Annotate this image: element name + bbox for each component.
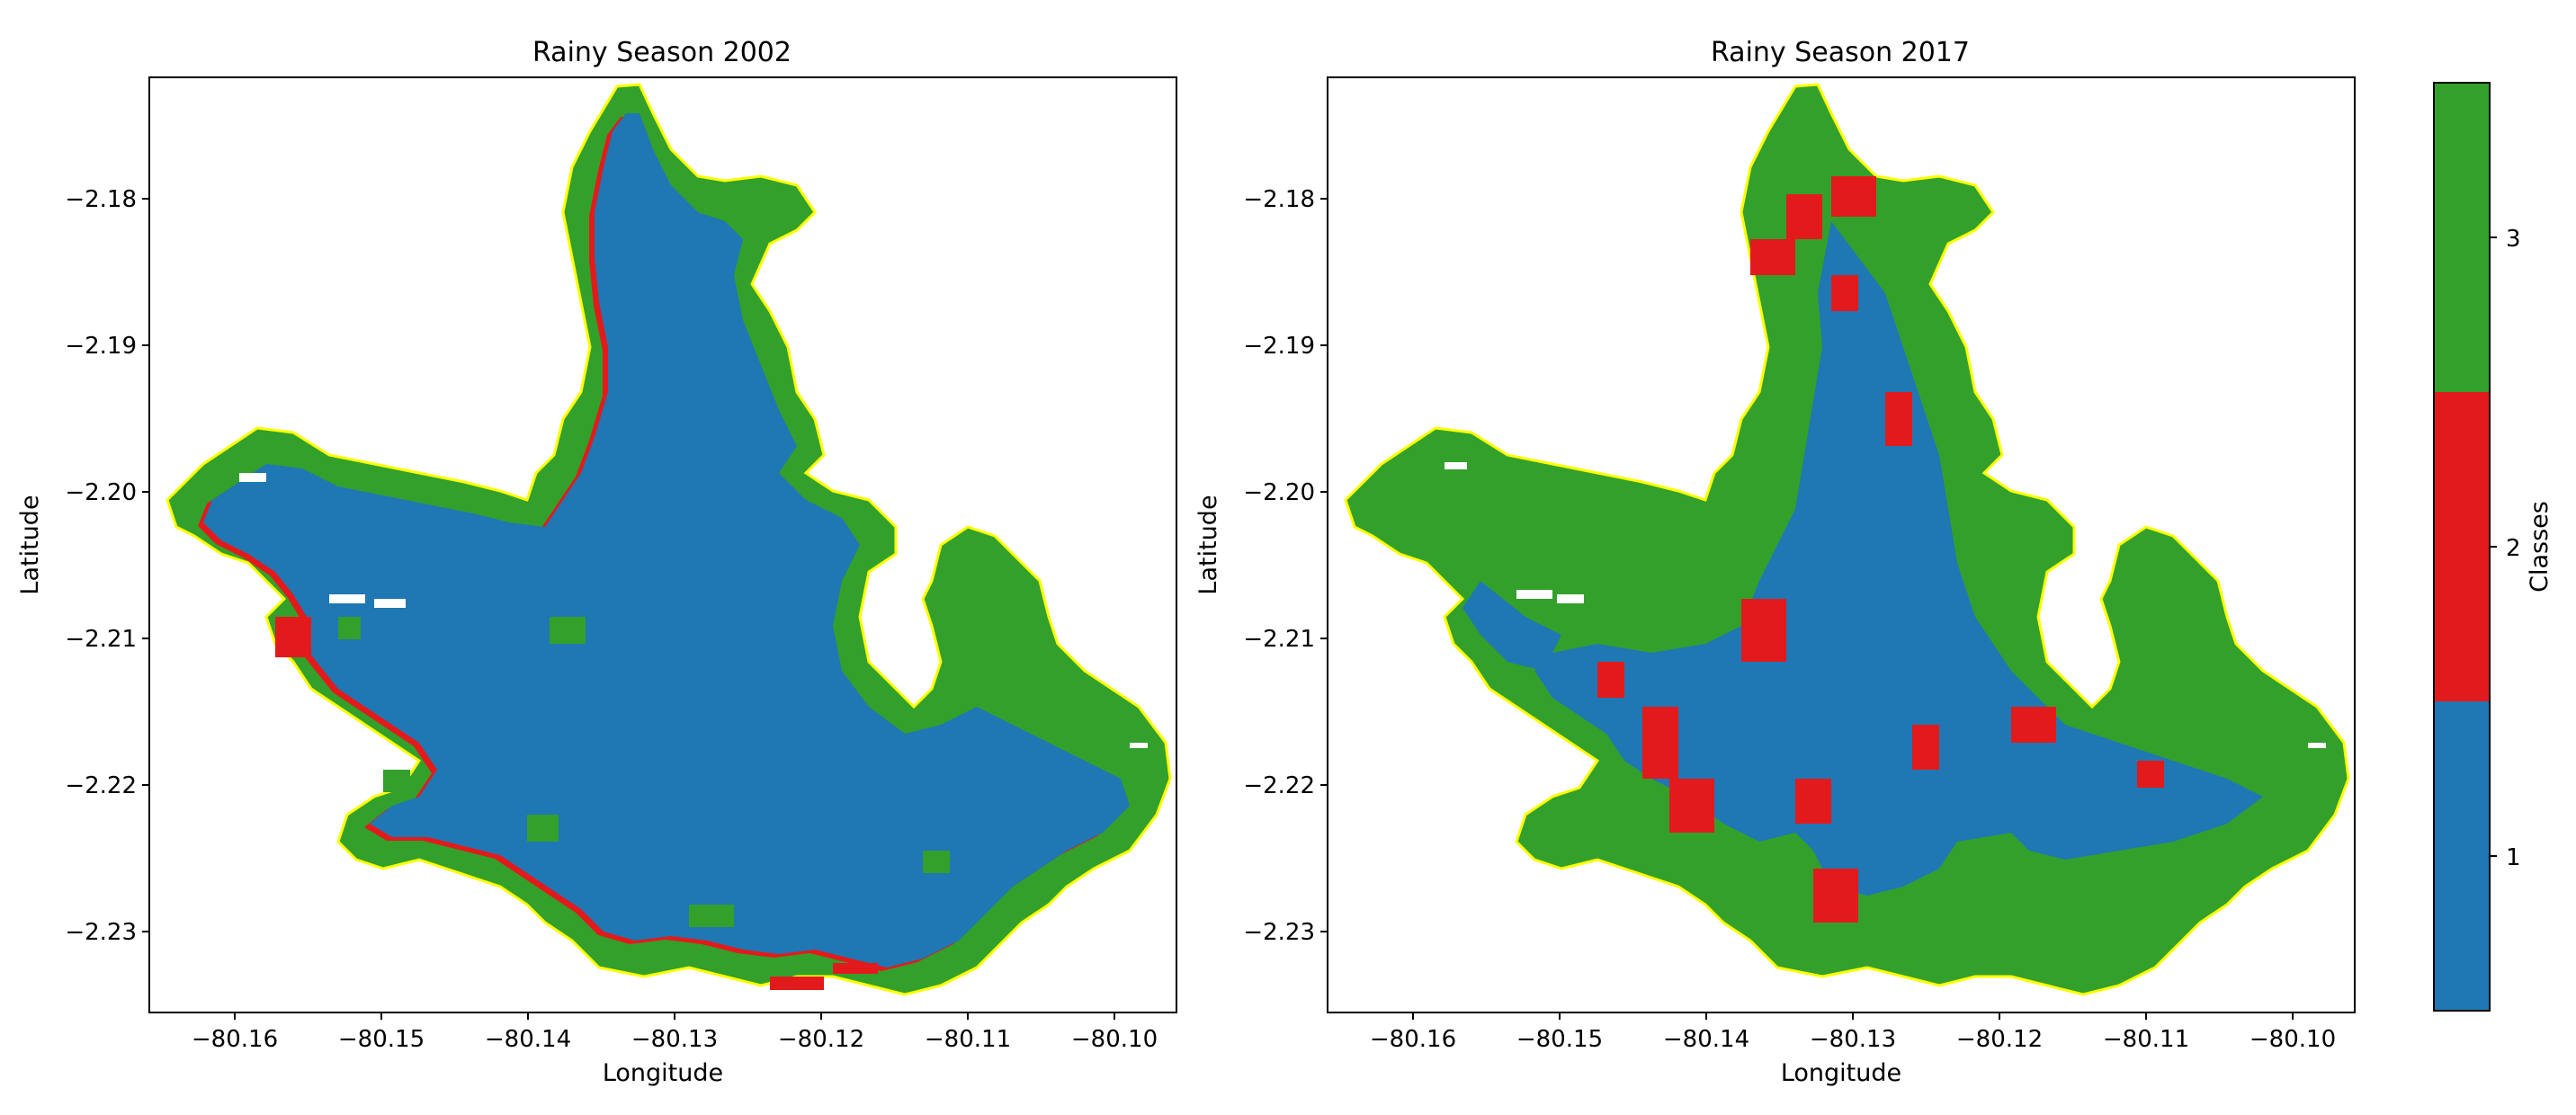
colorbar-class-3 [2434, 83, 2490, 392]
x-tick-label: −80.16 [192, 1026, 278, 1053]
x-tick-label: −80.16 [1370, 1026, 1456, 1053]
y-tick-label: −2.18 [65, 186, 137, 213]
x-tick-label: −80.15 [338, 1026, 425, 1053]
colorbar-tick-label: 3 [2506, 226, 2521, 253]
y-axis: −2.18 −2.19 −2.20 −2.21 −2.22 −2.23 Lati… [1194, 186, 1328, 946]
map-panel-2017: Rainy Season 2017 [1194, 37, 2356, 1087]
y-axis-label: Latitude [16, 495, 44, 594]
y-tick-label: −2.20 [1243, 479, 1315, 506]
y-tick-label: −2.19 [65, 333, 137, 360]
panel-title: Rainy Season 2017 [1711, 37, 1970, 68]
colorbar-label: Classes [2526, 501, 2554, 593]
map-panel-2002: Rainy Season 2002 [16, 37, 1177, 1087]
colorbar-tick-label: 2 [2506, 535, 2521, 562]
colorbar: 3 2 1 Classes [2433, 82, 2554, 1012]
y-tick-label: −2.23 [1243, 919, 1315, 946]
class-2-patches [275, 617, 878, 990]
plot-frame [1327, 76, 2356, 1013]
x-tick-label: −80.14 [1663, 1026, 1749, 1053]
nodata-patches [239, 473, 1148, 748]
y-tick-label: −2.23 [65, 919, 137, 946]
x-tick-label: −80.13 [631, 1026, 718, 1053]
y-tick-label: −2.21 [1243, 626, 1315, 653]
class-2-patches [1597, 176, 2164, 923]
x-tick-label: −80.11 [925, 1026, 1011, 1053]
x-tick-label: −80.11 [2103, 1026, 2189, 1053]
y-tick-label: −2.18 [1243, 186, 1315, 213]
x-tick-label: −80.13 [1810, 1026, 1896, 1053]
y-tick-label: −2.19 [1243, 333, 1315, 360]
y-axis: −2.18 −2.19 −2.20 −2.21 −2.22 −2.23 Lati… [16, 186, 149, 946]
x-tick-label: −80.14 [485, 1026, 571, 1053]
x-tick-label: −80.10 [1071, 1026, 1158, 1053]
y-tick-label: −2.21 [65, 626, 137, 653]
y-axis-label: Latitude [1194, 495, 1222, 594]
x-axis: −80.16 −80.15 −80.14 −80.13 −80.12 −80.1… [1370, 1012, 2336, 1087]
x-tick-label: −80.10 [2250, 1026, 2336, 1053]
colorbar-tick-label: 1 [2506, 844, 2521, 871]
x-tick-label: −80.12 [778, 1026, 864, 1053]
colorbar-class-2 [2434, 392, 2490, 701]
x-axis-label: Longitude [603, 1059, 723, 1087]
y-tick-label: −2.22 [1243, 772, 1315, 799]
y-tick-label: −2.20 [65, 479, 137, 506]
class-3-islands [338, 617, 950, 927]
x-axis-label: Longitude [1781, 1059, 1901, 1087]
panel-title: Rainy Season 2002 [532, 37, 792, 68]
x-tick-label: −80.12 [1956, 1026, 2043, 1053]
x-axis: −80.16 −80.15 −80.14 −80.13 −80.12 −80.1… [192, 1012, 1158, 1087]
colorbar-class-1 [2434, 701, 2490, 1011]
plot-frame [148, 76, 1177, 1013]
x-tick-label: −80.15 [1516, 1026, 1603, 1053]
nodata-patches [1445, 462, 2326, 748]
y-tick-label: −2.22 [65, 772, 137, 799]
